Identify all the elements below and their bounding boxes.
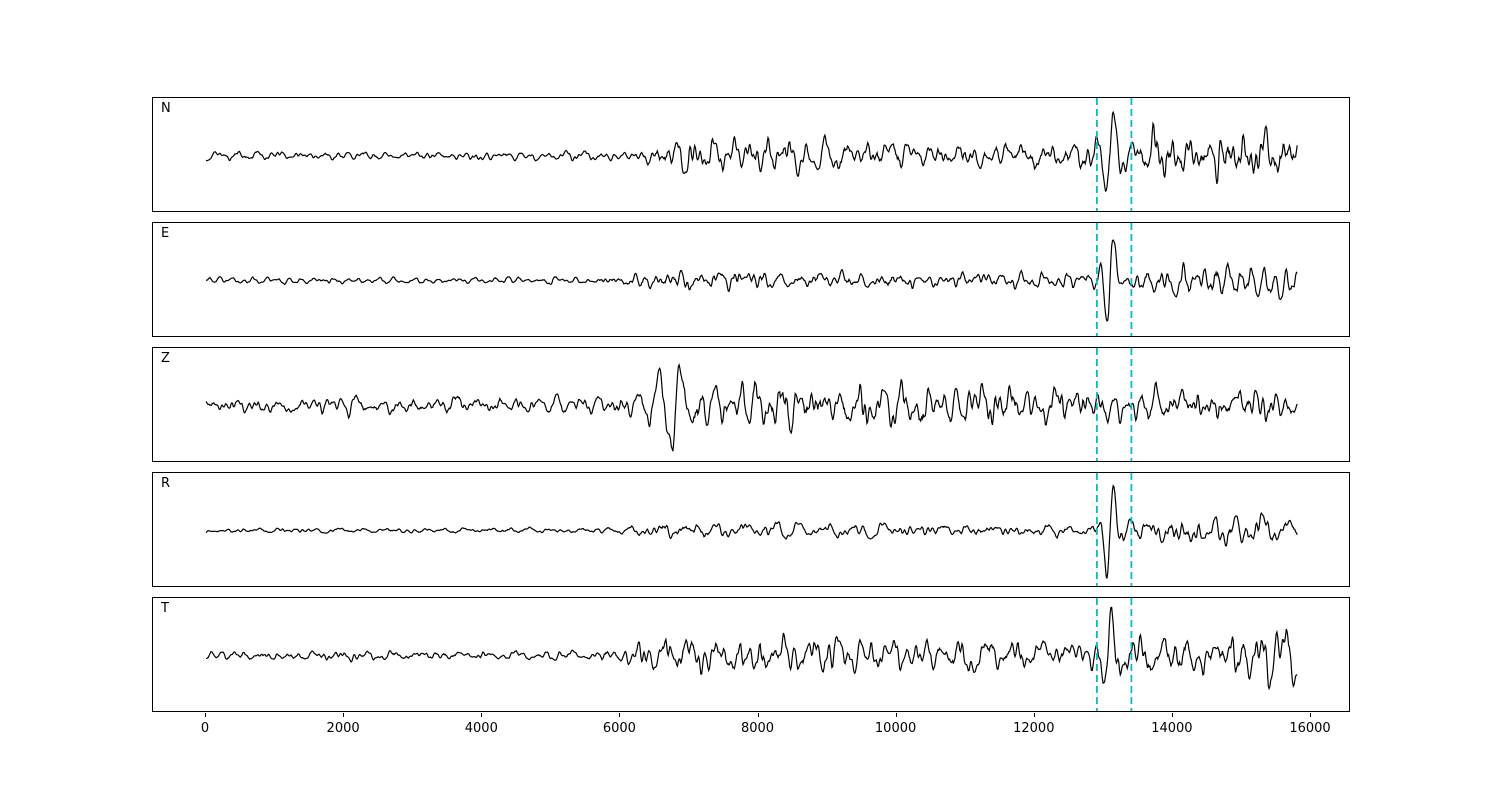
x-tick: [1171, 713, 1173, 717]
x-tick-label: 12000: [1013, 721, 1055, 736]
waveform-panel-z: Z: [152, 347, 1350, 462]
waveform-trace: [205, 606, 1298, 691]
waveform-canvas: [205, 598, 1298, 711]
x-tick: [757, 713, 759, 717]
x-tick-label: 8000: [740, 721, 775, 736]
waveform-panel-t: T: [152, 597, 1350, 712]
panel-label-t: T: [161, 601, 169, 616]
panel-label-z: Z: [161, 351, 170, 366]
x-axis: 0 2000 4000 6000 8000 10000 12000 14000 16000: [152, 713, 1350, 747]
x-tick: [1033, 713, 1035, 717]
waveform-canvas: [205, 98, 1298, 211]
panel-label-r: R: [161, 476, 171, 491]
waveform-canvas: [205, 223, 1298, 336]
x-tick: [481, 713, 483, 717]
x-tick-label: 4000: [464, 721, 498, 736]
x-tick-label: 14000: [1151, 721, 1193, 736]
waveform-canvas: [205, 348, 1298, 461]
x-tick: [895, 713, 897, 717]
waveform-canvas: [205, 473, 1298, 586]
waveform-trace: [205, 362, 1298, 452]
x-tick-label: 0: [200, 721, 210, 736]
waveform-trace: [205, 110, 1298, 192]
panel-label-n: N: [161, 101, 171, 116]
waveform-trace: [205, 239, 1298, 322]
waveform-panel-e: E: [152, 222, 1350, 337]
x-tick: [343, 713, 345, 717]
x-tick-label: 16000: [1289, 721, 1331, 736]
x-tick-label: 10000: [874, 721, 917, 736]
x-tick: [619, 713, 621, 717]
x-tick: [205, 713, 206, 717]
waveform-trace: [205, 484, 1298, 579]
x-tick-label: 2000: [326, 721, 360, 736]
waveform-panel-n: N: [152, 97, 1350, 212]
panel-label-e: E: [161, 226, 170, 241]
waveform-panel-r: R: [152, 472, 1350, 587]
x-tick: [1310, 713, 1311, 717]
x-tick-label: 6000: [602, 721, 636, 736]
